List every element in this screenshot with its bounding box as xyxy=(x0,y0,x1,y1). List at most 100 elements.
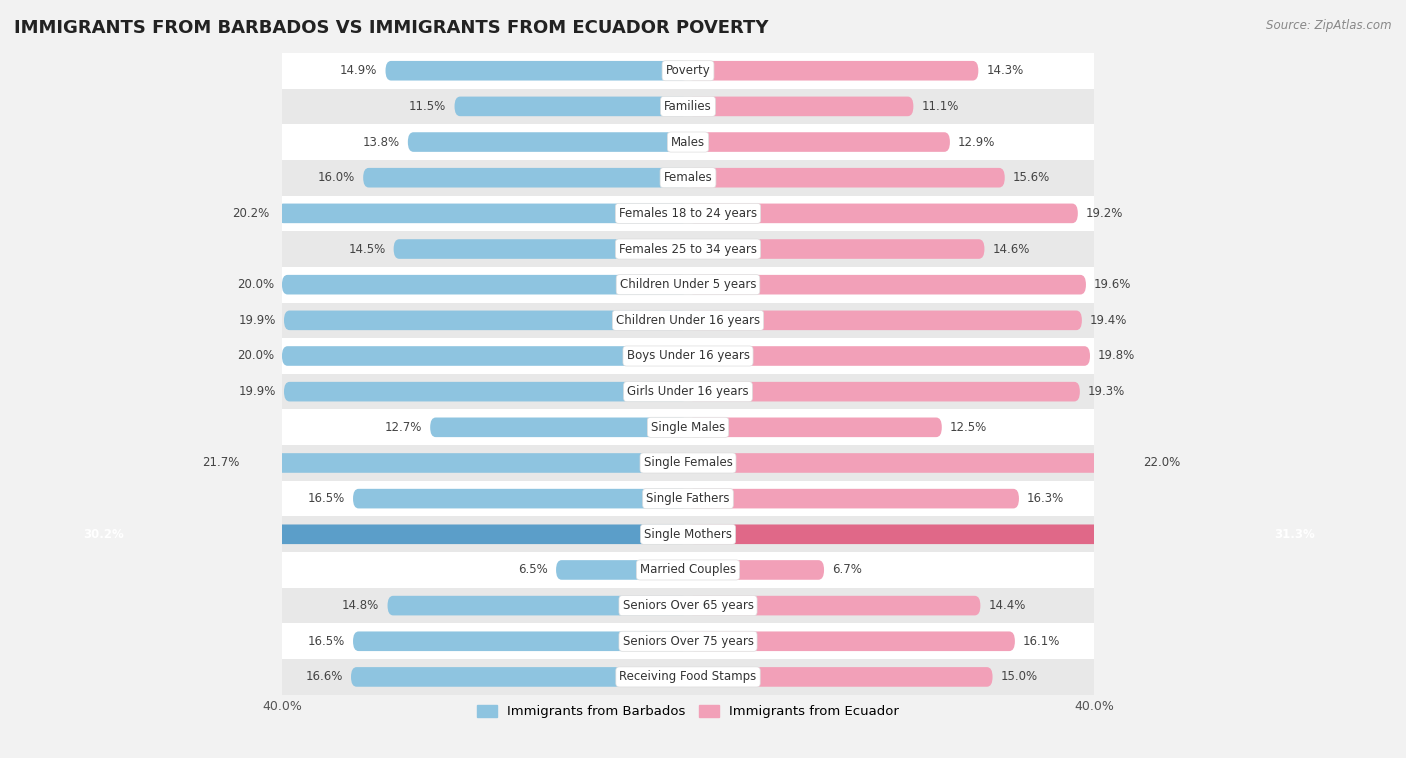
Text: Single Males: Single Males xyxy=(651,421,725,434)
FancyBboxPatch shape xyxy=(688,418,942,437)
Text: 14.8%: 14.8% xyxy=(342,599,380,612)
Bar xyxy=(283,516,1094,552)
Text: 6.7%: 6.7% xyxy=(832,563,862,576)
FancyBboxPatch shape xyxy=(353,489,688,509)
FancyBboxPatch shape xyxy=(408,132,688,152)
Text: Girls Under 16 years: Girls Under 16 years xyxy=(627,385,749,398)
Text: 14.3%: 14.3% xyxy=(987,64,1024,77)
Text: 19.9%: 19.9% xyxy=(239,385,276,398)
Bar xyxy=(283,338,1094,374)
FancyBboxPatch shape xyxy=(688,631,1015,651)
Text: 16.3%: 16.3% xyxy=(1026,492,1064,505)
FancyBboxPatch shape xyxy=(688,275,1085,295)
Text: Females 18 to 24 years: Females 18 to 24 years xyxy=(619,207,756,220)
Text: 14.6%: 14.6% xyxy=(993,243,1031,255)
Text: 6.5%: 6.5% xyxy=(519,563,548,576)
FancyBboxPatch shape xyxy=(688,382,1080,402)
Text: 19.9%: 19.9% xyxy=(239,314,276,327)
Text: Females 25 to 34 years: Females 25 to 34 years xyxy=(619,243,756,255)
FancyBboxPatch shape xyxy=(278,204,688,223)
Text: 16.5%: 16.5% xyxy=(308,492,344,505)
FancyBboxPatch shape xyxy=(688,61,979,80)
Bar xyxy=(283,53,1094,89)
FancyBboxPatch shape xyxy=(284,382,688,402)
Bar xyxy=(283,302,1094,338)
FancyBboxPatch shape xyxy=(688,489,1019,509)
Text: 14.4%: 14.4% xyxy=(988,599,1026,612)
FancyBboxPatch shape xyxy=(688,346,1090,366)
FancyBboxPatch shape xyxy=(430,418,688,437)
Legend: Immigrants from Barbados, Immigrants from Ecuador: Immigrants from Barbados, Immigrants fro… xyxy=(471,700,904,723)
FancyBboxPatch shape xyxy=(454,96,688,116)
Text: 14.5%: 14.5% xyxy=(349,243,385,255)
FancyBboxPatch shape xyxy=(688,168,1005,187)
FancyBboxPatch shape xyxy=(555,560,688,580)
Text: 31.3%: 31.3% xyxy=(1275,528,1316,540)
Text: 19.4%: 19.4% xyxy=(1090,314,1128,327)
FancyBboxPatch shape xyxy=(363,168,688,187)
Text: 19.3%: 19.3% xyxy=(1088,385,1125,398)
FancyBboxPatch shape xyxy=(688,453,1135,473)
FancyBboxPatch shape xyxy=(688,240,984,258)
Text: 20.0%: 20.0% xyxy=(236,349,274,362)
Text: 20.0%: 20.0% xyxy=(236,278,274,291)
Bar xyxy=(283,160,1094,196)
Text: Families: Families xyxy=(664,100,711,113)
FancyBboxPatch shape xyxy=(283,346,688,366)
Bar xyxy=(283,267,1094,302)
Text: 13.8%: 13.8% xyxy=(363,136,399,149)
Text: Receiving Food Stamps: Receiving Food Stamps xyxy=(620,670,756,684)
Text: Source: ZipAtlas.com: Source: ZipAtlas.com xyxy=(1267,19,1392,32)
Text: 21.7%: 21.7% xyxy=(202,456,239,469)
FancyBboxPatch shape xyxy=(385,61,688,80)
Text: 19.2%: 19.2% xyxy=(1085,207,1123,220)
Text: 12.9%: 12.9% xyxy=(957,136,995,149)
FancyBboxPatch shape xyxy=(394,240,688,258)
FancyBboxPatch shape xyxy=(688,525,1323,544)
Text: 19.6%: 19.6% xyxy=(1094,278,1132,291)
Text: 22.0%: 22.0% xyxy=(1143,456,1180,469)
Text: Children Under 16 years: Children Under 16 years xyxy=(616,314,761,327)
FancyBboxPatch shape xyxy=(388,596,688,615)
Text: 30.2%: 30.2% xyxy=(83,528,124,540)
Text: Married Couples: Married Couples xyxy=(640,563,737,576)
Bar xyxy=(283,587,1094,623)
FancyBboxPatch shape xyxy=(688,560,824,580)
Bar xyxy=(283,231,1094,267)
Text: 16.0%: 16.0% xyxy=(318,171,356,184)
Text: Single Fathers: Single Fathers xyxy=(647,492,730,505)
Text: Single Females: Single Females xyxy=(644,456,733,469)
FancyBboxPatch shape xyxy=(688,596,980,615)
Bar xyxy=(283,481,1094,516)
FancyBboxPatch shape xyxy=(352,667,688,687)
Text: Single Mothers: Single Mothers xyxy=(644,528,733,540)
Text: 11.5%: 11.5% xyxy=(409,100,447,113)
Bar xyxy=(283,124,1094,160)
Text: Females: Females xyxy=(664,171,713,184)
Bar xyxy=(283,659,1094,695)
Text: Males: Males xyxy=(671,136,704,149)
FancyBboxPatch shape xyxy=(284,311,688,330)
FancyBboxPatch shape xyxy=(353,631,688,651)
Text: 20.2%: 20.2% xyxy=(232,207,270,220)
FancyBboxPatch shape xyxy=(688,204,1078,223)
Text: 11.1%: 11.1% xyxy=(921,100,959,113)
Text: 19.8%: 19.8% xyxy=(1098,349,1136,362)
Text: Boys Under 16 years: Boys Under 16 years xyxy=(627,349,749,362)
Text: 16.6%: 16.6% xyxy=(305,670,343,684)
Text: Children Under 5 years: Children Under 5 years xyxy=(620,278,756,291)
Text: 15.0%: 15.0% xyxy=(1001,670,1038,684)
FancyBboxPatch shape xyxy=(688,132,950,152)
Bar xyxy=(283,89,1094,124)
Bar xyxy=(283,445,1094,481)
Text: 12.5%: 12.5% xyxy=(950,421,987,434)
FancyBboxPatch shape xyxy=(283,275,688,295)
Bar xyxy=(283,552,1094,587)
Text: 14.9%: 14.9% xyxy=(340,64,377,77)
FancyBboxPatch shape xyxy=(75,525,688,544)
Bar xyxy=(283,374,1094,409)
Text: Seniors Over 75 years: Seniors Over 75 years xyxy=(623,634,754,648)
FancyBboxPatch shape xyxy=(688,96,914,116)
Text: 12.7%: 12.7% xyxy=(385,421,422,434)
FancyBboxPatch shape xyxy=(247,453,688,473)
